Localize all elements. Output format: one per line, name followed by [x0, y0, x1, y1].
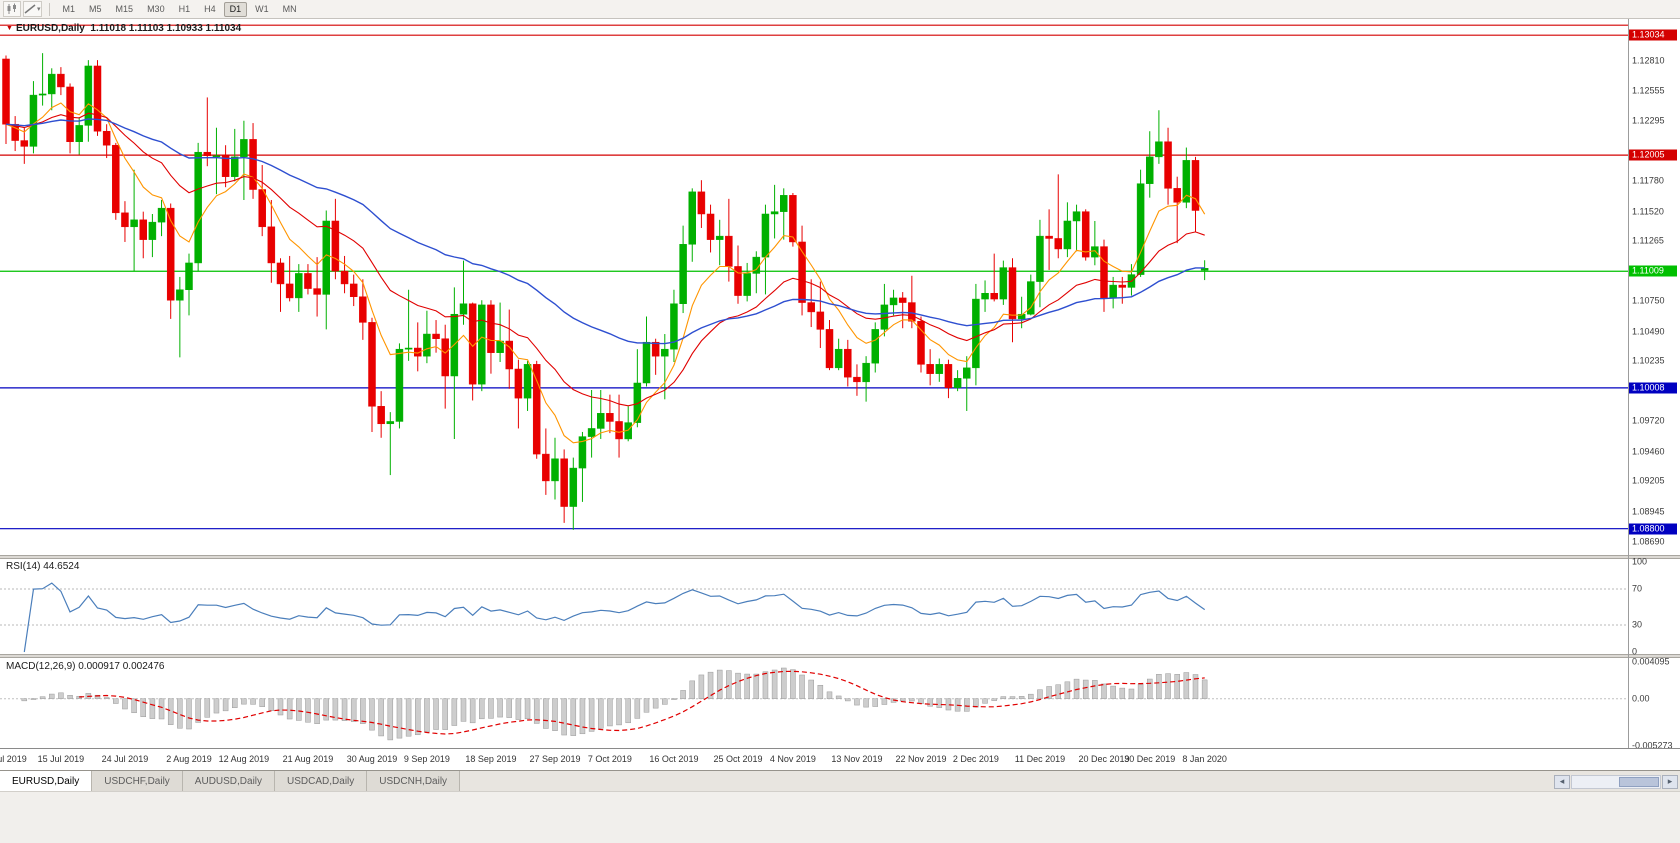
rsi-value: 44.6524 [43, 561, 80, 572]
timeframe-w1-button[interactable]: W1 [249, 2, 275, 17]
quote-ohlc-label: 1.11018 1.11103 1.10933 1.11034 [90, 23, 242, 34]
symbol-marker-icon: ▼ [6, 25, 13, 32]
timeframe-m1-button[interactable]: M1 [57, 2, 82, 17]
timeframe-h1-button[interactable]: H1 [173, 2, 197, 17]
time-axis-label: 2 Dec 2019 [952, 754, 999, 764]
rsi-panel[interactable] [0, 559, 1680, 654]
macd-panel[interactable] [0, 658, 1680, 748]
chart-button[interactable] [3, 1, 21, 17]
symbol-period-label: EURUSD,Daily [15, 23, 85, 34]
chart-title: ▼ EURUSD,Daily 1.11018 1.11103 1.10933 1.… [6, 23, 241, 34]
time-axis-label: 2 Aug 2019 [166, 754, 212, 764]
rsi-name: RSI(14) [6, 561, 41, 572]
price-chart-panel[interactable] [0, 19, 1680, 555]
tab-label: USDCNH,Daily [379, 775, 448, 787]
macd-values: 0.000917 0.002476 [78, 661, 165, 672]
panel-divider[interactable] [0, 654, 1680, 658]
macd-indicator-label: MACD(12,26,9) 0.000917 0.002476 [6, 661, 164, 672]
toolbar: ▾ M1 M5 M15 M30 H1 H4 D1 W1 MN [0, 0, 1680, 19]
scroll-right-icon[interactable]: ▸ [1662, 774, 1678, 789]
scroll-left-icon[interactable]: ◂ [1554, 774, 1570, 789]
time-axis-label: 18 Sep 2019 [465, 754, 517, 764]
time-axis-label: 25 Oct 2019 [713, 754, 763, 764]
time-axis-label: 16 Oct 2019 [649, 754, 699, 764]
tab-label: USDCHF,Daily [104, 775, 170, 787]
time-axis-label: 5 Jul 2019 [0, 754, 27, 764]
tab-usdchf-daily[interactable]: USDCHF,Daily [92, 771, 183, 791]
time-axis-label: 7 Oct 2019 [587, 754, 632, 764]
tab-audusd-daily[interactable]: AUDUSD,Daily [182, 771, 276, 791]
time-axis-label: 12 Aug 2019 [218, 754, 270, 764]
time-axis-label: 9 Sep 2019 [403, 754, 450, 764]
time-axis-label: 15 Jul 2019 [37, 754, 85, 764]
tab-eurusd-daily[interactable]: EURUSD,Daily [0, 771, 93, 791]
timeframe-m5-button[interactable]: M5 [83, 2, 108, 17]
timeframe-d1-button[interactable]: D1 [223, 1, 248, 17]
panel-divider[interactable] [0, 555, 1680, 559]
timeframe-m30-button[interactable]: M30 [141, 2, 171, 17]
tab-label: USDCAD,Daily [287, 775, 355, 787]
tab-label: AUDUSD,Daily [194, 775, 263, 787]
scroll-track[interactable] [1571, 774, 1661, 789]
time-axis-label: 8 Jan 2020 [1182, 754, 1227, 764]
status-strip [0, 791, 1680, 843]
line-studies-button[interactable]: ▾ [23, 1, 42, 17]
time-axis-label: 24 Jul 2019 [101, 754, 149, 764]
tab-scrollbar[interactable]: ◂ ▸ [1554, 774, 1678, 789]
scroll-thumb[interactable] [1619, 776, 1659, 787]
time-axis-label: 30 Dec 2019 [1124, 754, 1176, 764]
toolbar-separator [48, 2, 50, 16]
timeframe-m15-button[interactable]: M15 [110, 2, 140, 17]
timeframe-h4-button[interactable]: H4 [198, 2, 222, 17]
rsi-indicator-label: RSI(14) 44.6524 [6, 561, 79, 572]
timeframe-mn-button[interactable]: MN [277, 2, 303, 17]
macd-name: MACD(12,26,9) [6, 661, 76, 672]
chart-tabs-bar: EURUSD,Daily USDCHF,Daily AUDUSD,Daily U… [0, 770, 1680, 791]
candlestick-icon [7, 3, 16, 14]
trendline-icon [24, 4, 36, 14]
time-axis-label: 4 Nov 2019 [769, 754, 816, 764]
time-axis-label: 30 Aug 2019 [346, 754, 398, 764]
tab-label: EURUSD,Daily [12, 775, 80, 787]
time-axis-label: 21 Aug 2019 [282, 754, 334, 764]
tab-usdcad-daily[interactable]: USDCAD,Daily [275, 771, 368, 791]
time-axis-label: 27 Sep 2019 [529, 754, 581, 764]
time-axis[interactable]: 5 Jul 2019 15 Jul 2019 24 Jul 2019 2 Aug 20… [0, 748, 1680, 770]
time-axis-label: 22 Nov 2019 [895, 754, 947, 764]
time-axis-label: 13 Nov 2019 [831, 754, 883, 764]
chevron-down-icon: ▾ [37, 5, 41, 13]
tab-usdcnh-daily[interactable]: USDCNH,Daily [367, 771, 461, 791]
time-axis-label: 11 Dec 2019 [1014, 754, 1066, 764]
time-axis-label: 20 Dec 2019 [1078, 754, 1130, 764]
